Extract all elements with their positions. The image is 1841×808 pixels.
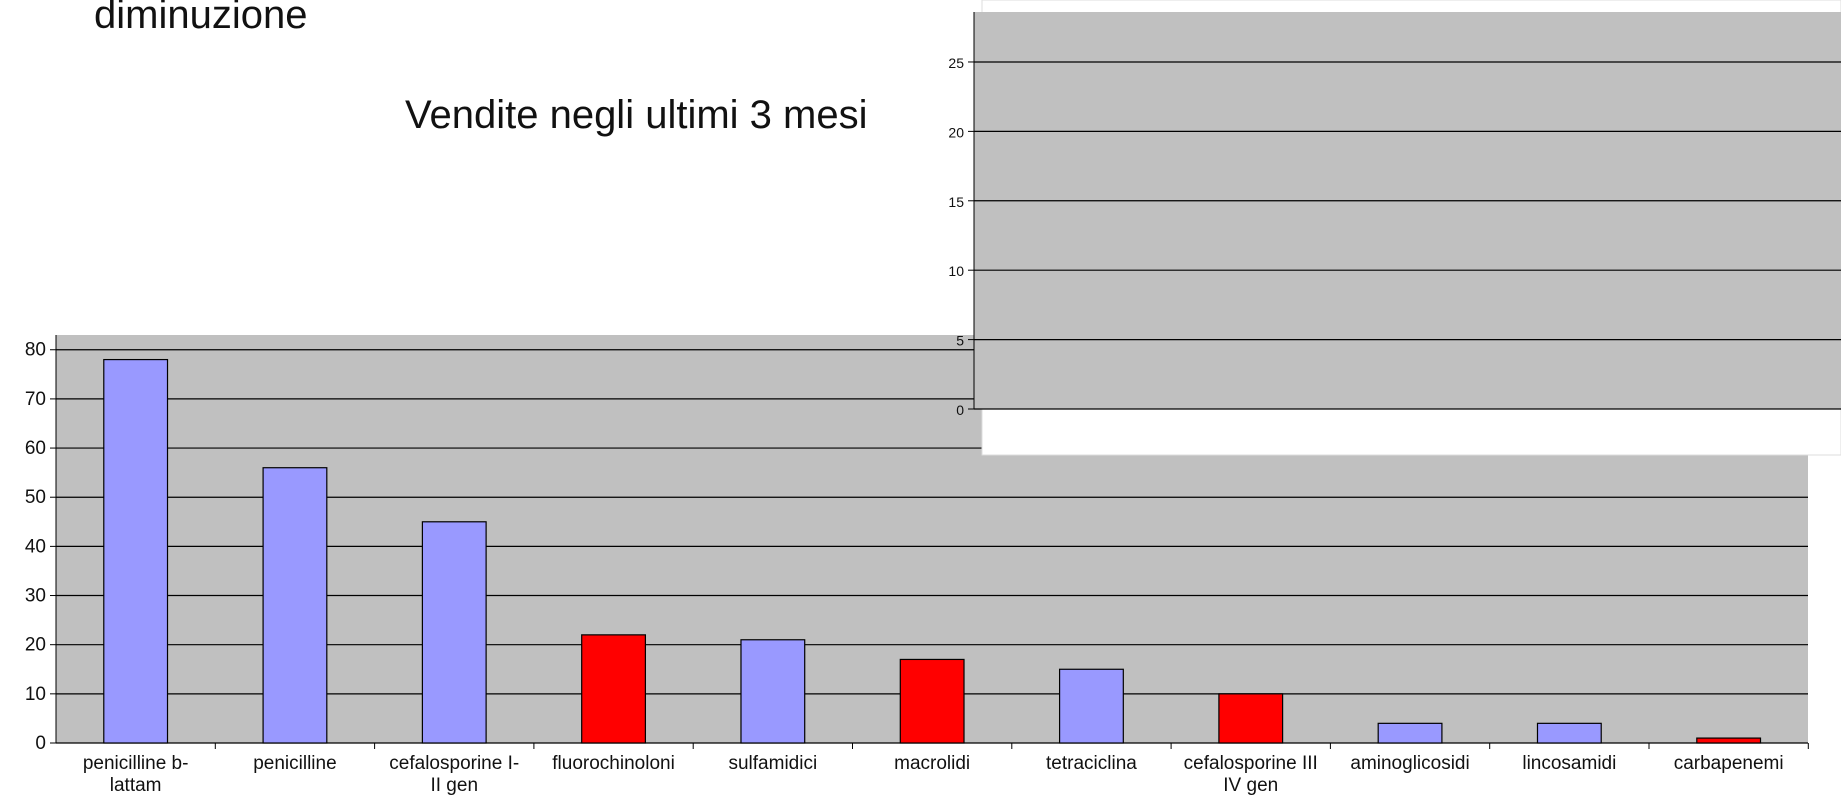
x-tick-label: macrolidi xyxy=(894,753,970,774)
bar xyxy=(1536,722,1602,744)
y-tick-label: 60 xyxy=(25,438,46,459)
x-tick-label: carbapenemi xyxy=(1674,753,1784,774)
x-tick-label: penicilline b-lattam xyxy=(83,753,189,796)
bar xyxy=(899,658,965,744)
y-tick-label: 10 xyxy=(948,263,964,279)
y-tick-label: 70 xyxy=(25,389,46,410)
y-tick-label: 0 xyxy=(35,733,46,754)
bar xyxy=(103,358,169,744)
bar xyxy=(740,639,806,744)
y-tick-label: 80 xyxy=(25,340,46,361)
bar xyxy=(421,521,487,744)
chart-title: Vendite negli ultimi 3 mesi xyxy=(405,93,867,137)
y-tick-label: 20 xyxy=(25,635,46,656)
plot-area xyxy=(974,12,1841,409)
x-tick-label: cefalosporine III IV gen xyxy=(1184,753,1318,796)
x-tick-label: lincosamidi xyxy=(1522,753,1616,774)
x-tick-label: fluorochinoloni xyxy=(552,753,675,774)
bar xyxy=(1218,693,1284,744)
y-tick-label: 20 xyxy=(948,124,964,140)
bar xyxy=(1377,722,1443,744)
chart-inset: 0510152025Minore di 2Tra 2 e 4Tra 5 e 10… xyxy=(948,0,1841,456)
x-tick-label: tetraciclina xyxy=(1046,753,1137,774)
y-tick-label: 25 xyxy=(948,55,964,71)
x-tick-label: sulfamidici xyxy=(728,753,817,774)
y-tick-label: 30 xyxy=(25,586,46,607)
y-tick-label: 10 xyxy=(25,684,46,705)
bar xyxy=(1696,737,1762,744)
y-tick-label: 0 xyxy=(956,402,964,418)
x-tick-label: aminoglicosidi xyxy=(1350,753,1469,774)
y-tick-label: 5 xyxy=(956,333,964,349)
x-tick-label: penicilline xyxy=(253,753,336,774)
y-tick-label: 15 xyxy=(948,194,964,210)
bar xyxy=(581,634,647,744)
bar xyxy=(262,467,328,744)
bar xyxy=(1058,668,1124,744)
y-tick-label: 50 xyxy=(25,487,46,508)
x-tick-label: cefalosporine I-II gen xyxy=(389,753,519,796)
slide-text: diminuzione xyxy=(94,0,307,37)
y-tick-label: 40 xyxy=(25,536,46,557)
